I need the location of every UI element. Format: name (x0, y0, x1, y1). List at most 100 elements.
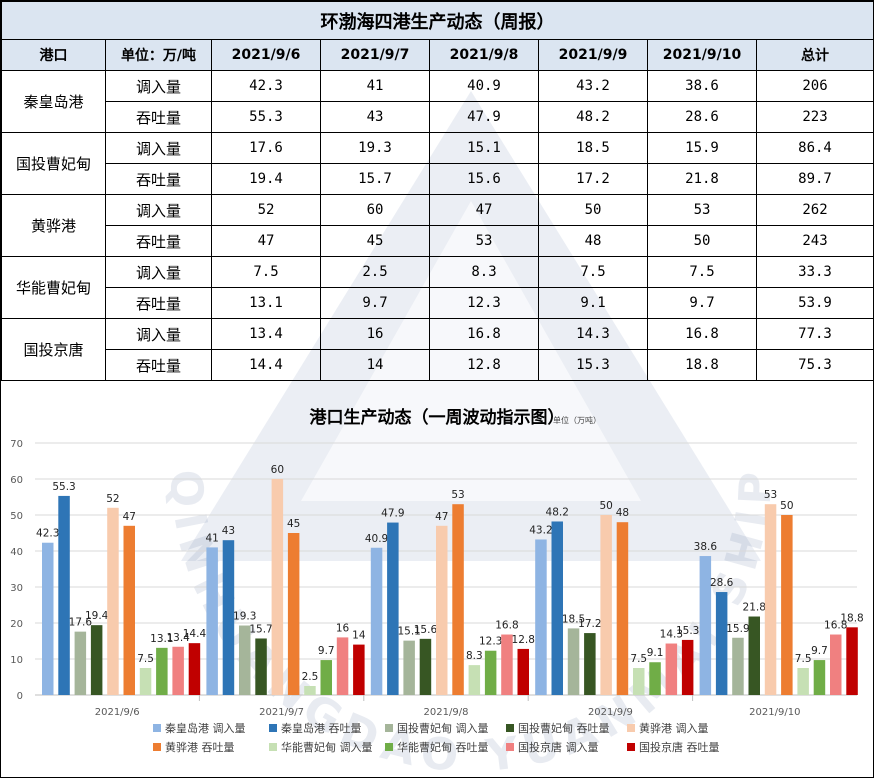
measure-type-cell: 吞吐量 (105, 101, 212, 133)
value-cell: 18.5 (538, 132, 648, 164)
bar-data-label: 48 (616, 507, 629, 519)
bar (517, 648, 529, 695)
bar-data-label: 48.2 (546, 506, 569, 518)
y-tick-label: 70 (10, 439, 23, 450)
value-cell: 47.9 (429, 101, 539, 133)
bar (535, 539, 547, 695)
chart-unit-note: 单位（万吨） (553, 415, 601, 425)
value-cell: 48 (538, 225, 648, 257)
bar (616, 522, 629, 695)
value-cell: 13.1 (211, 287, 321, 319)
value-cell: 9.7 (320, 287, 430, 319)
bar-data-label: 13.4 (166, 632, 190, 644)
bar-data-label: 15.1 (397, 626, 420, 638)
table-row: 吞吐量 19.4 15.7 15.6 17.2 21.8 89.7 (2, 163, 873, 195)
legend-swatch (269, 743, 277, 751)
bar-data-label: 52 (106, 493, 119, 505)
value-cell: 7.5 (211, 256, 321, 288)
value-cell: 38.6 (647, 70, 757, 102)
legend-entry: 秦皇岛港 调入量 (165, 721, 246, 735)
value-cell: 16.8 (429, 318, 539, 350)
bar-data-label: 47 (123, 511, 136, 523)
x-tick-label: 2021/9/9 (588, 707, 633, 718)
value-cell: 15.6 (429, 163, 539, 195)
legend-entry: 黄骅港 吞吐量 (165, 740, 235, 754)
column-header: 港口 (1, 39, 106, 71)
legend-entry: 国投京唐 调入量 (518, 740, 599, 754)
bar (287, 533, 300, 695)
value-cell: 2.5 (320, 256, 430, 288)
value-cell: 55.3 (211, 101, 321, 133)
value-cell: 18.8 (647, 349, 757, 381)
value-cell: 17.6 (211, 132, 321, 164)
bar (353, 644, 365, 695)
bar (567, 628, 580, 695)
value-cell: 14 (320, 349, 430, 381)
bar (797, 668, 809, 695)
measure-type-cell: 调入量 (105, 70, 212, 102)
value-cell: 50 (538, 194, 648, 226)
value-cell: 262 (756, 194, 873, 226)
table-row: 吞吐量 13.1 9.7 12.3 9.1 9.7 53.9 (2, 287, 873, 319)
table-row: 国投京唐 调入量 13.4 16 16.8 14.3 16.8 77.3 (1, 318, 873, 381)
bar-data-label: 43.2 (529, 524, 552, 536)
legend-swatch (627, 743, 635, 751)
y-tick-label: 0 (17, 691, 23, 702)
bar (584, 633, 596, 695)
x-tick-label: 2021/9/6 (95, 707, 140, 718)
bar-data-label: 19.4 (85, 610, 109, 622)
bar (468, 665, 481, 695)
legend-swatch (627, 724, 635, 732)
port-name-cell: 黄骅港 (1, 194, 106, 257)
bar (320, 660, 332, 695)
port-name-cell: 国投曹妃甸 (1, 132, 106, 195)
bar (813, 660, 826, 695)
value-cell: 53.9 (756, 287, 873, 319)
value-cell: 48.2 (538, 101, 648, 133)
value-cell: 13.4 (211, 318, 321, 350)
table-row: 吞吐量 14.4 14 12.8 15.3 18.8 75.3 (2, 349, 873, 381)
value-cell: 60 (320, 194, 430, 226)
bar (715, 592, 728, 695)
bar-data-label: 15.6 (414, 624, 438, 636)
bar (42, 542, 54, 695)
value-cell: 28.6 (647, 101, 757, 133)
bar (484, 650, 497, 695)
value-cell: 42.3 (211, 70, 321, 102)
value-cell: 41 (320, 70, 430, 102)
legend-entry: 黄骅港 调入量 (639, 721, 709, 735)
bar-data-label: 47.9 (381, 508, 404, 520)
value-cell: 12.8 (429, 349, 539, 381)
bar-data-label: 55.3 (52, 481, 75, 493)
port-name-cell: 华能曹妃甸 (1, 256, 106, 319)
bar (271, 479, 284, 695)
bar (123, 525, 135, 695)
bar-data-label: 18.8 (840, 612, 863, 624)
bar-data-label: 8.3 (466, 650, 483, 662)
column-header: 单位：万/吨 (105, 39, 212, 71)
bar (336, 637, 349, 695)
value-cell: 15.1 (429, 132, 539, 164)
legend-swatch (385, 724, 393, 732)
y-tick-label: 10 (10, 655, 23, 666)
bar (846, 627, 858, 695)
bar (436, 525, 448, 695)
bar-data-label: 42.3 (36, 528, 59, 540)
y-tick-label: 60 (10, 475, 23, 486)
table-title-row: 环渤海四港生产动态（周报） (1, 1, 873, 40)
measure-type-cell: 调入量 (105, 194, 212, 226)
value-cell: 19.3 (320, 132, 430, 164)
bar (403, 640, 415, 695)
bar-data-label: 50 (780, 500, 793, 512)
bar (58, 495, 70, 695)
bar (107, 507, 119, 695)
bar-data-label: 47 (435, 511, 448, 523)
measure-type-cell: 吞吐量 (105, 349, 212, 381)
value-cell: 45 (320, 225, 430, 257)
value-cell: 50 (647, 225, 757, 257)
value-cell: 52 (211, 194, 321, 226)
legend-swatch (506, 724, 514, 732)
bar-data-label: 43 (222, 525, 235, 537)
bar-data-label: 60 (271, 464, 284, 476)
